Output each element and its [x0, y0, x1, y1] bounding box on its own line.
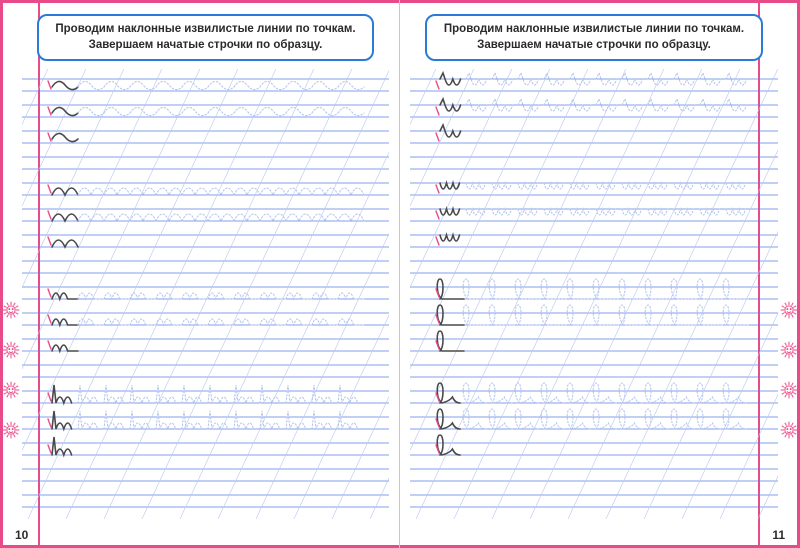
page-left: Проводим наклонные извилистые линии по т… — [0, 0, 400, 548]
tracing-strokes — [410, 69, 778, 519]
rating-stickers — [779, 300, 799, 440]
instruction-line1: Проводим наклонные извилистые линии по т… — [444, 23, 744, 35]
workbook-spread: Проводим наклонные извилистые линии по т… — [0, 0, 800, 548]
writing-area-left — [22, 69, 389, 519]
sun-sticker — [779, 300, 799, 320]
sun-sticker — [779, 420, 799, 440]
sun-sticker — [779, 380, 799, 400]
instruction-line2: Завершаем начатые строчки по образцу. — [89, 39, 323, 51]
sun-sticker — [1, 420, 21, 440]
page-number: 10 — [12, 528, 31, 542]
writing-area-right — [410, 69, 778, 519]
tracing-strokes — [22, 69, 389, 519]
instruction-box: Проводим наклонные извилистые линии по т… — [425, 14, 764, 61]
sun-sticker — [1, 380, 21, 400]
sun-sticker — [1, 300, 21, 320]
instruction-box: Проводим наклонные извилистые линии по т… — [37, 14, 375, 61]
rating-stickers — [1, 300, 21, 440]
sun-sticker — [779, 340, 799, 360]
page-right: Проводим наклонные извилистые линии по т… — [400, 0, 800, 548]
page-number: 11 — [769, 528, 788, 542]
instruction-line1: Проводим наклонные извилистые линии по т… — [55, 23, 355, 35]
instruction-line2: Завершаем начатые строчки по образцу. — [477, 39, 711, 51]
sun-sticker — [1, 340, 21, 360]
